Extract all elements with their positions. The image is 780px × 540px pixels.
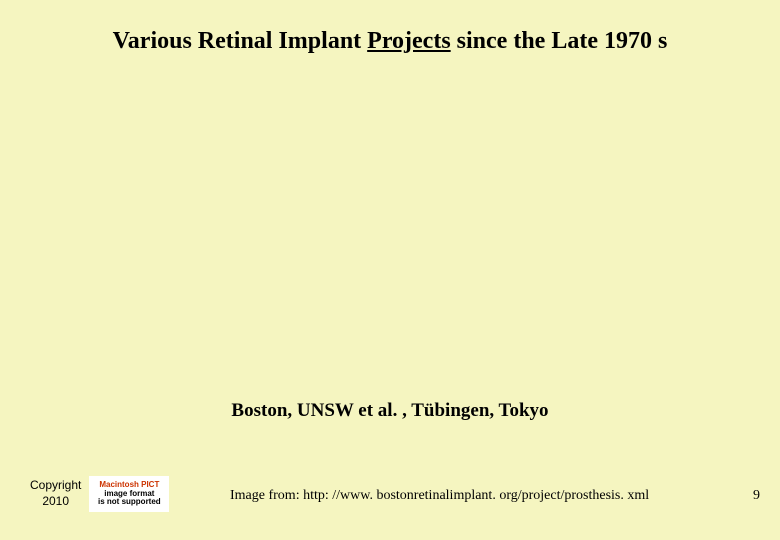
- title-text-part2: since the Late 1970 s: [451, 28, 668, 54]
- image-source-text: Image from: http: //www. bostonretinalim…: [230, 488, 649, 504]
- copyright-block: Copyright 2010 Macintosh PICT image form…: [30, 476, 169, 512]
- slide-caption: Boston, UNSW et al. , Tübingen, Tokyo: [0, 400, 780, 422]
- page-number: 9: [753, 488, 760, 504]
- title-text-underlined: Projects: [367, 28, 451, 54]
- copyright-text: Copyright 2010: [30, 478, 81, 509]
- image-error-icon: Macintosh PICT image format is not suppo…: [89, 476, 169, 512]
- title-text-part1: Various Retinal Implant: [113, 28, 367, 54]
- slide-title: Various Retinal Implant Projects since t…: [0, 0, 780, 55]
- copyright-line2: 2010: [42, 494, 69, 508]
- copyright-line1: Copyright: [30, 478, 81, 492]
- image-error-line3: is not supported: [98, 498, 161, 507]
